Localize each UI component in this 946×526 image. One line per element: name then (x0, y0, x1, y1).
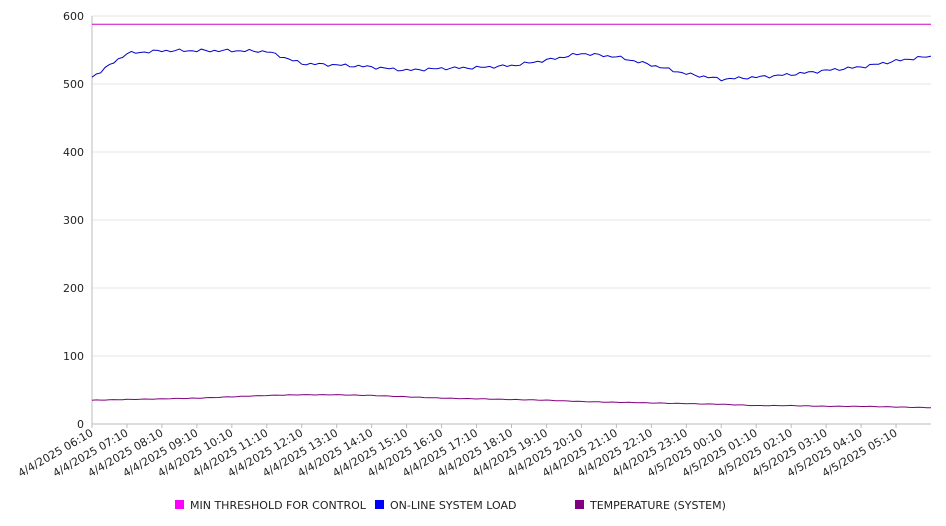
legend-swatch-min-threshold (175, 500, 184, 509)
series-lines (91, 23, 932, 409)
y-tick-label: 100 (63, 350, 84, 363)
y-tick-label: 400 (63, 146, 84, 159)
legend-swatch-system-load (375, 500, 384, 509)
y-tick-label: 200 (63, 282, 84, 295)
grid (92, 15, 931, 357)
x-axis-ticks: 4/4/2025 06:104/4/2025 07:104/4/2025 08:… (16, 424, 900, 480)
legend-label-temperature: TEMPERATURE (SYSTEM) (589, 499, 726, 512)
y-tick-label: 300 (63, 214, 84, 227)
legend-swatch-temperature (575, 500, 584, 509)
y-tick-label: 500 (63, 78, 84, 91)
y-axis-ticks: 0 100 200 300 400 500 600 (63, 10, 84, 431)
legend: MIN THRESHOLD FOR CONTROL ON-LINE SYSTEM… (175, 499, 726, 512)
y-tick-label: 600 (63, 10, 84, 23)
y-tick-label: 0 (77, 418, 84, 431)
legend-label-min-threshold: MIN THRESHOLD FOR CONTROL (190, 499, 367, 512)
series-line-2 (91, 394, 932, 409)
series-line-1 (91, 48, 932, 82)
legend-label-system-load: ON-LINE SYSTEM LOAD (390, 499, 516, 512)
